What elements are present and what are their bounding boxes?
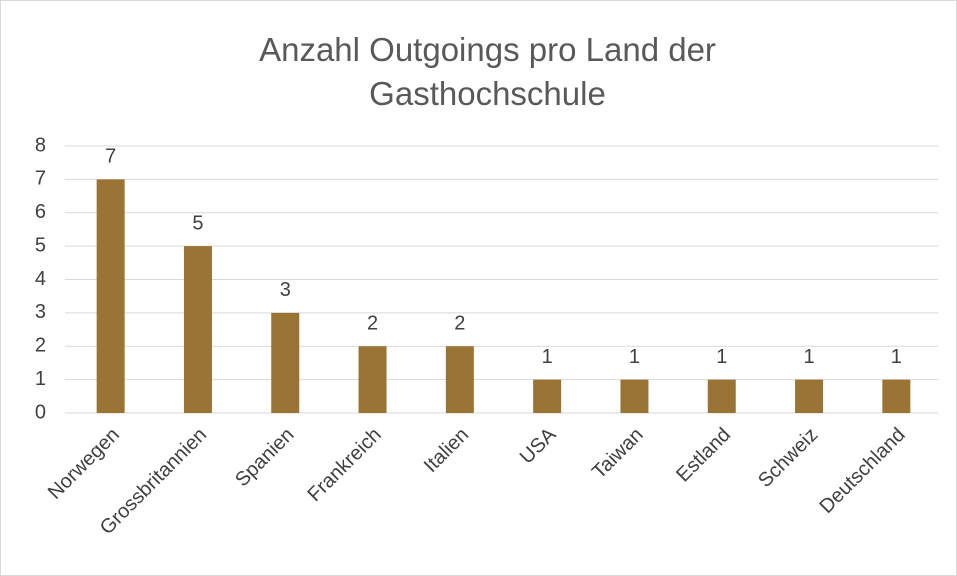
data-label: 2 — [454, 313, 465, 335]
y-tick-label: 8 — [35, 134, 46, 156]
bar — [795, 379, 824, 413]
data-label: 1 — [891, 346, 902, 368]
y-tick-label: 5 — [35, 234, 46, 256]
y-tick-label: 6 — [35, 201, 46, 223]
bar — [271, 312, 300, 413]
bar — [445, 346, 474, 413]
y-tick-label: 0 — [35, 401, 46, 423]
data-label: 7 — [105, 146, 116, 168]
data-label: 5 — [192, 212, 203, 234]
data-label: 1 — [803, 346, 814, 368]
bar — [358, 346, 387, 413]
chart-title: Anzahl Outgoings pro Land der Gasthochsc… — [259, 31, 716, 112]
data-label: 2 — [367, 313, 378, 335]
data-label: 1 — [716, 346, 727, 368]
bar — [707, 379, 736, 413]
y-tick-label: 7 — [35, 168, 46, 190]
bar — [882, 379, 911, 413]
bar — [620, 379, 649, 413]
y-tick-label: 1 — [35, 368, 46, 390]
y-tick-label: 3 — [35, 301, 46, 323]
bar — [533, 379, 562, 413]
bar — [96, 179, 125, 413]
data-label: 1 — [629, 346, 640, 368]
data-label: 1 — [542, 346, 553, 368]
bar — [183, 246, 212, 413]
y-tick-label: 2 — [35, 335, 46, 357]
data-label: 3 — [280, 279, 291, 301]
y-tick-label: 4 — [35, 268, 46, 290]
